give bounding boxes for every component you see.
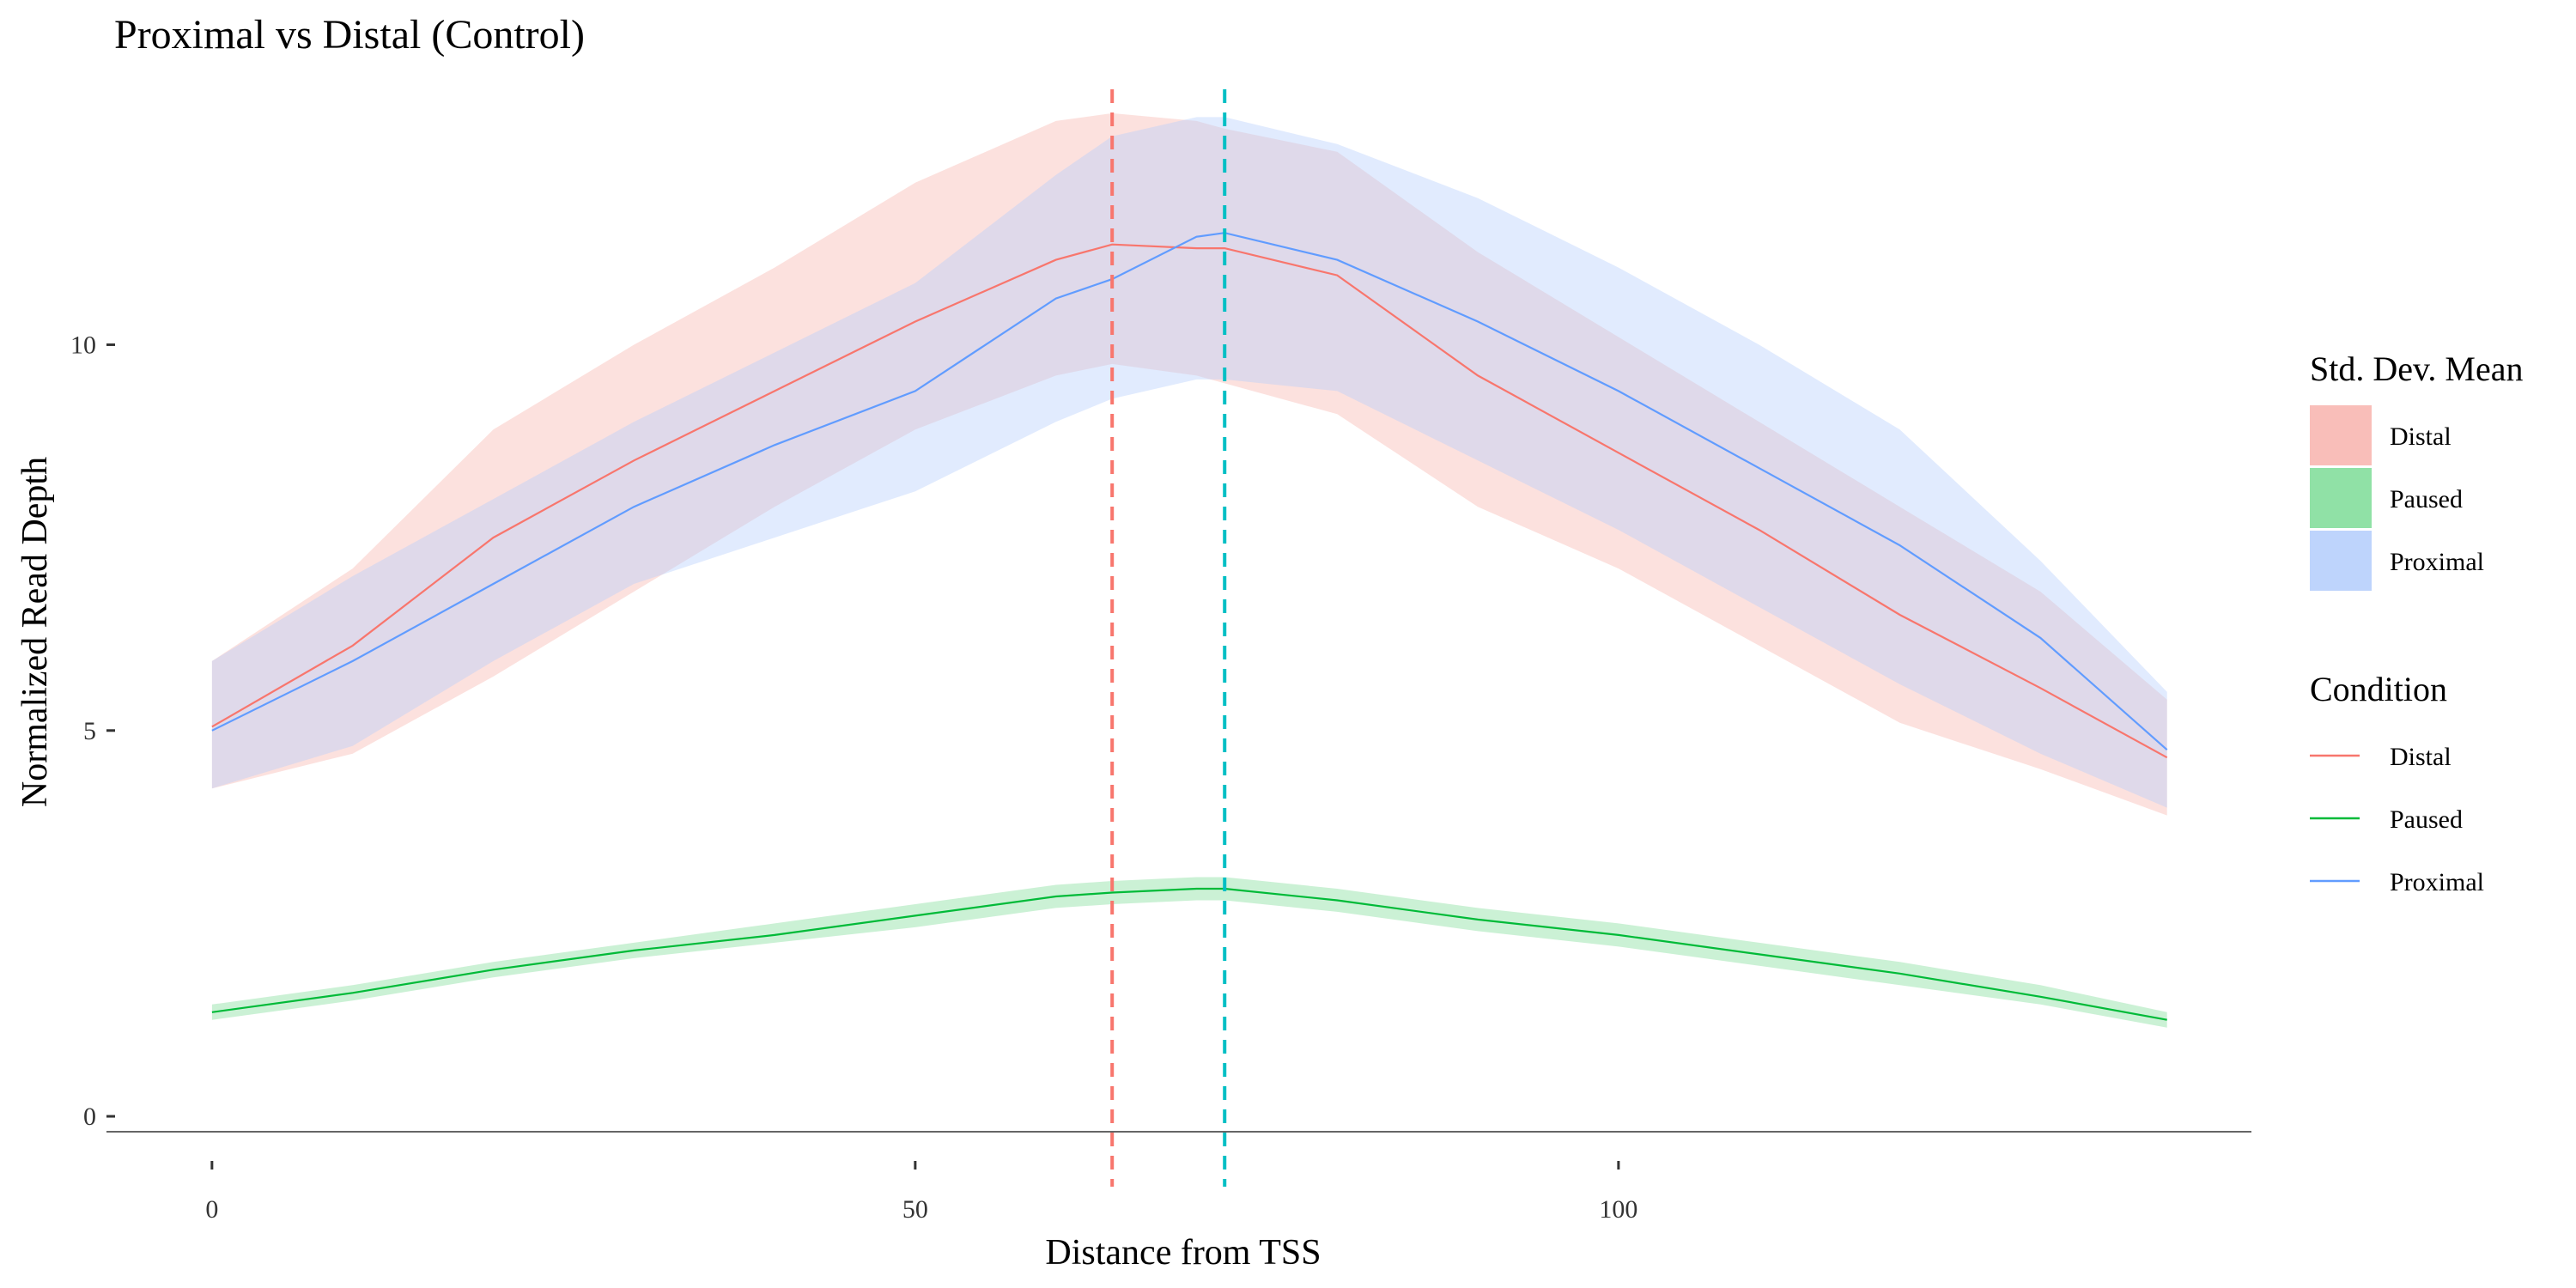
legend: Std. Dev. Mean Distal Paused Proximal Condit… bbox=[2310, 349, 2523, 896]
x-axis: 0 50 100 bbox=[205, 1161, 1637, 1224]
legend-line-label: Distal bbox=[2390, 743, 2451, 771]
mean-lines bbox=[211, 232, 2168, 1021]
x-tick-label: 0 bbox=[205, 1195, 218, 1224]
x-tick-label: 100 bbox=[1599, 1195, 1637, 1224]
x-axis-title: Distance from TSS bbox=[1045, 1233, 1321, 1273]
sd-band-paused bbox=[211, 877, 2167, 1028]
legend-fill-label: Paused bbox=[2390, 485, 2463, 513]
reference-lines bbox=[1110, 89, 1227, 1187]
sd-band-proximal bbox=[211, 117, 2167, 808]
legend-line-label: Paused bbox=[2390, 805, 2463, 834]
legend-fill-label: Proximal bbox=[2390, 548, 2484, 576]
chart-title: Proximal vs Distal (Control) bbox=[114, 12, 585, 58]
y-tick-label: 5 bbox=[83, 717, 96, 745]
y-tick-label: 10 bbox=[70, 331, 96, 359]
legend-fill-swatch-paused bbox=[2310, 468, 2372, 528]
mean-line-distal bbox=[211, 243, 2168, 759]
mean-line-proximal bbox=[211, 232, 2168, 751]
sd-bands bbox=[211, 112, 2167, 1028]
y-axis-title: Normalized Read Depth bbox=[15, 457, 55, 807]
legend-line-label: Proximal bbox=[2390, 868, 2484, 896]
y-axis: 0 5 10 bbox=[70, 331, 115, 1131]
sd-band-distal bbox=[211, 112, 2167, 816]
y-tick-label: 0 bbox=[83, 1103, 96, 1131]
legend-fill-swatch-distal bbox=[2310, 405, 2372, 465]
legend-fill-swatch-proximal bbox=[2310, 531, 2372, 591]
legend-fill-label: Distal bbox=[2390, 422, 2451, 451]
mean-line-paused bbox=[211, 887, 2167, 1021]
legend-fill-title: Std. Dev. Mean bbox=[2310, 349, 2523, 388]
legend-line-title: Condition bbox=[2310, 670, 2447, 708]
x-tick-label: 50 bbox=[902, 1195, 928, 1224]
